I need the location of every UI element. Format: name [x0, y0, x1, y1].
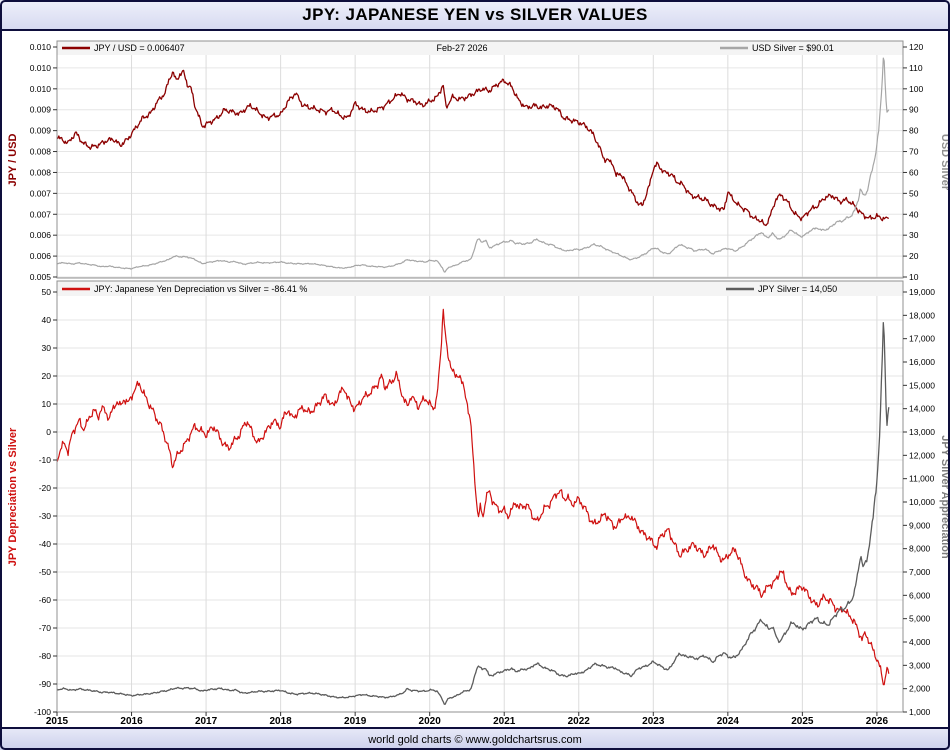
x-tick-label: 2025	[791, 716, 814, 727]
legend-strip	[57, 281, 903, 296]
y-tick-label: 0.008	[30, 147, 52, 157]
y-tick-label: 80	[909, 126, 919, 136]
x-tick-label: 2019	[344, 716, 367, 727]
date-annotation: Feb-27 2026	[436, 43, 487, 53]
y-tick-label: -50	[39, 567, 52, 577]
y-tick-label: 0	[46, 427, 51, 437]
y-tick-label: 50	[909, 188, 919, 198]
y-tick-label: 7,000	[909, 567, 931, 577]
panel-frame	[56, 280, 904, 713]
x-tick-label: 2020	[419, 716, 442, 727]
y-tick-label: 3,000	[909, 660, 931, 670]
footer-text: world gold charts © www.goldchartsrus.co…	[368, 733, 582, 746]
y-tick-label: 0.007	[30, 188, 52, 198]
y-tick-label: 2,000	[909, 684, 931, 694]
x-tick-label: 2015	[46, 716, 69, 727]
y-tick-label: 0.010	[30, 63, 52, 73]
x-tick-label: 2022	[568, 716, 591, 727]
x-tick-label: 2017	[195, 716, 218, 727]
y-tick-label: -100	[34, 707, 51, 717]
y-tick-label: 50	[42, 287, 52, 297]
legend-label-right: JPY Silver = 14,050	[758, 284, 837, 294]
series-line-0-0	[56, 69, 890, 227]
y-tick-label: 120	[909, 42, 923, 52]
y-tick-label: -30	[39, 511, 52, 521]
y-tick-label: 9,000	[909, 520, 931, 530]
y-tick-label: -40	[39, 539, 52, 549]
axis-title-usd-silver: USD Silver	[939, 134, 950, 191]
y-tick-label: 10	[909, 272, 919, 282]
y-tick-label: 30	[909, 230, 919, 240]
y-tick-label: 0.005	[30, 272, 52, 282]
y-tick-label: 0.010	[30, 84, 52, 94]
y-tick-label: 16,000	[909, 357, 935, 367]
legend-label-left: JPY: Japanese Yen Depreciation vs Silver…	[94, 284, 307, 294]
footer-bar: world gold charts © www.goldchartsrus.co…	[0, 727, 950, 750]
y-tick-label: 20	[42, 371, 52, 381]
y-tick-label: -70	[39, 623, 52, 633]
axis-title-jpy-depreciation: JPY Depreciation vs Silver	[7, 427, 19, 566]
y-tick-label: 8,000	[909, 544, 931, 554]
page-title: JPY: JAPANESE YEN vs SILVER VALUES	[302, 4, 648, 24]
y-tick-label: 10	[42, 399, 52, 409]
y-tick-label: 90	[909, 105, 919, 115]
panel-frame	[56, 40, 904, 279]
y-tick-label: -10	[39, 455, 52, 465]
y-tick-label: 40	[42, 315, 52, 325]
y-tick-label: 4,000	[909, 637, 931, 647]
y-tick-label: 60	[909, 167, 919, 177]
y-tick-label: 5,000	[909, 614, 931, 624]
y-tick-label: 10,000	[909, 497, 935, 507]
y-tick-label: 0.006	[30, 251, 52, 261]
y-tick-label: 0.010	[30, 42, 52, 52]
title-bar: JPY: JAPANESE YEN vs SILVER VALUES	[0, 0, 950, 31]
y-tick-label: 100	[909, 84, 923, 94]
axis-title-jpy-silver-appreciation: JPY Silver Appreciation	[939, 435, 950, 559]
y-tick-label: 0.007	[30, 209, 52, 219]
series-line-1-1	[56, 322, 890, 705]
y-tick-label: 20	[909, 251, 919, 261]
y-tick-label: 6,000	[909, 590, 931, 600]
y-tick-label: 12,000	[909, 450, 935, 460]
y-tick-label: 30	[42, 343, 52, 353]
y-tick-label: 13,000	[909, 427, 935, 437]
y-tick-label: -80	[39, 651, 52, 661]
series-line-0-1	[56, 57, 890, 273]
y-tick-label: 110	[909, 63, 923, 73]
y-tick-label: 14,000	[909, 404, 935, 414]
axis-title-jpy-usd: JPY / USD	[7, 133, 19, 186]
y-tick-label: 40	[909, 209, 919, 219]
y-tick-label: 0.009	[30, 105, 52, 115]
y-tick-label: 70	[909, 147, 919, 157]
x-tick-label: 2026	[866, 716, 889, 727]
legend-strip	[57, 41, 903, 55]
x-tick-label: 2024	[717, 716, 740, 727]
x-tick-label: 2016	[120, 716, 143, 727]
y-tick-label: 0.009	[30, 126, 52, 136]
x-tick-label: 2023	[642, 716, 665, 727]
x-tick-label: 2021	[493, 716, 516, 727]
legend-label-left: JPY / USD = 0.006407	[94, 43, 185, 53]
y-tick-label: -20	[39, 483, 52, 493]
y-tick-label: 17,000	[909, 334, 935, 344]
x-tick-label: 2018	[269, 716, 292, 727]
y-tick-label: 0.006	[30, 230, 52, 240]
y-tick-label: 1,000	[909, 707, 931, 717]
y-tick-label: 11,000	[909, 474, 935, 484]
y-tick-label: 19,000	[909, 287, 935, 297]
series-line-1-0	[56, 308, 890, 686]
y-tick-label: 18,000	[909, 310, 935, 320]
y-tick-label: -60	[39, 595, 52, 605]
y-tick-label: 0.008	[30, 167, 52, 177]
y-tick-label: 15,000	[909, 380, 935, 390]
legend-label-right: USD Silver = $90.01	[752, 43, 834, 53]
y-tick-label: -90	[39, 679, 52, 689]
